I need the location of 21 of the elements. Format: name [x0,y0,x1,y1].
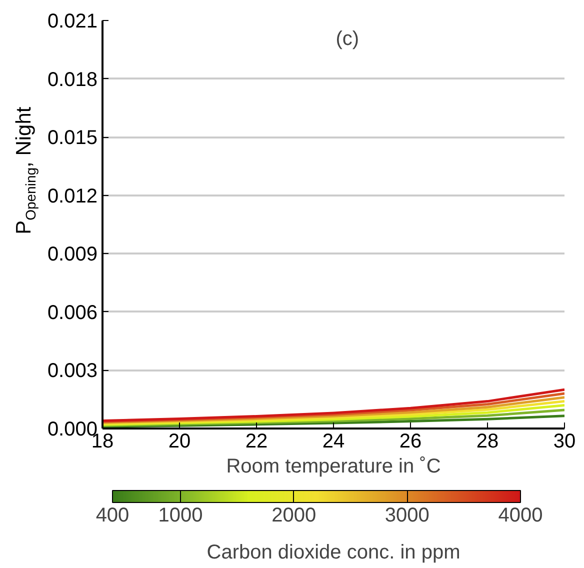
x-tick-label: 22 [245,430,268,452]
x-tick-label: 24 [322,430,345,452]
x-tick-label: 30 [553,430,576,452]
x-axis-title: Room temperature in ˚C [226,456,441,478]
y-tick-label: 0.015 [47,127,98,150]
x-tick-label: 28 [476,430,499,452]
color-bar-label: 4000 [498,504,543,526]
color-bar-label: 1000 [158,504,203,526]
y-tick-label: 0.003 [47,360,98,382]
y-tick-label: 0.009 [47,244,98,266]
x-tick-label: 20 [168,430,191,452]
x-tick-label: 26 [399,430,422,452]
color-bar-label: 2000 [272,504,316,526]
annotation: (c) [336,28,360,50]
y-tick-label: 0.012 [47,185,98,208]
color-bar-title: Carbon dioxide conc. in ppm [206,542,460,564]
y-tick-label: 0.006 [47,302,98,324]
color-bar-label: 400 [96,504,130,526]
y-tick-label: 0.021 [47,10,98,32]
y-tick-label: 0.018 [47,68,98,91]
color-bar-label: 3000 [384,504,430,526]
